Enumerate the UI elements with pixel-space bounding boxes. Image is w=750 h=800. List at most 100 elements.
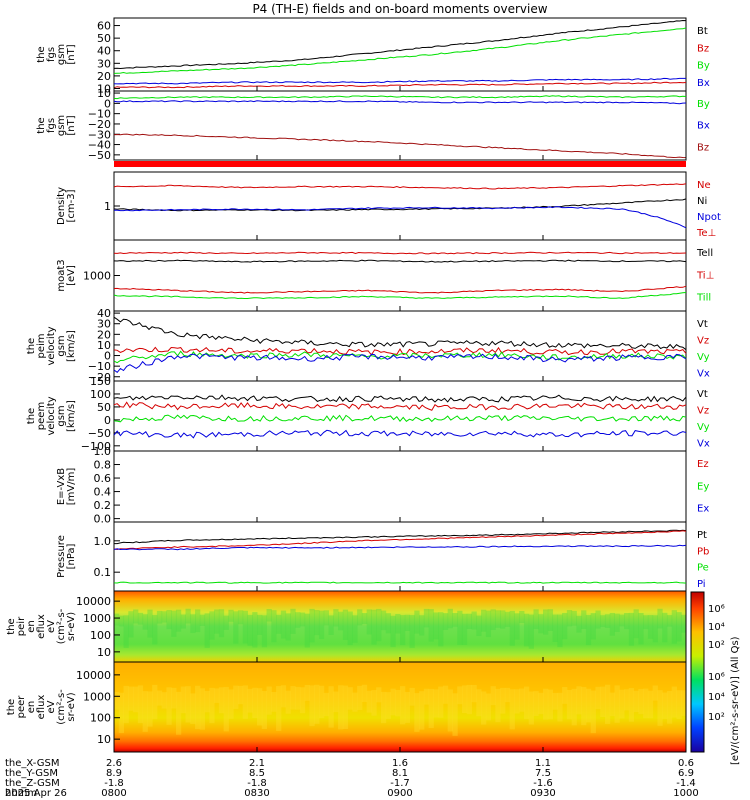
spectrogram-cell (566, 689, 573, 720)
spectrogram-cell (547, 609, 554, 631)
spectrogram-cell (228, 689, 234, 719)
series-line (113, 346, 687, 356)
spectrogram-cell (290, 686, 296, 710)
y-axis-label: the (26, 338, 37, 354)
colorbar-tick: 10⁴ (708, 692, 725, 703)
spectrogram-cell (314, 610, 320, 636)
spectrogram-cell (514, 689, 520, 714)
spectrogram-cell (523, 613, 530, 647)
y-tick-label: 100 (90, 388, 111, 401)
series-line (113, 100, 687, 105)
time-axis-value: -1.8 (104, 778, 124, 789)
spectrogram-cell (471, 611, 477, 630)
spectrogram-cell (395, 614, 401, 634)
series-line (113, 198, 687, 212)
spectrogram-cell (390, 688, 396, 716)
legend-entry: Te⊥ (696, 228, 716, 239)
spectrogram-cell (352, 615, 358, 643)
y-tick-label: 0 (104, 414, 111, 427)
spectrogram-cell (509, 610, 515, 646)
spectrogram-cell (290, 608, 296, 634)
spectrogram-cell (614, 685, 620, 723)
spectrogram-cell (609, 612, 615, 636)
y-axis-label: fgs (46, 47, 57, 62)
y-tick-label: 10 (97, 87, 111, 100)
series-line (113, 285, 687, 294)
spectrogram-cell (414, 610, 420, 634)
spectrogram-cell (571, 688, 577, 726)
spectrogram-cell (504, 687, 511, 703)
legend-entry: Ey (697, 481, 709, 492)
date-label: 2025 Apr 26 (5, 788, 67, 799)
time-axis-value: 0800 (101, 788, 126, 799)
legend-entry: Ne (697, 180, 711, 191)
spectrogram-cell (152, 615, 158, 645)
spectrogram-cell (252, 612, 258, 648)
spectrogram-cell (314, 684, 320, 724)
spectrogram-cell (371, 609, 377, 645)
y-axis-label: eV (46, 700, 57, 713)
series-line (113, 81, 687, 89)
spectrogram-cell (604, 684, 611, 724)
panel-3: 1 Density [cm-3] Ne Ni Npot Te⊥ (56, 171, 721, 241)
time-axis-value: -1.4 (676, 778, 696, 789)
panel-9: 10000 1000 100 10 the peir en eflux eV (cm²-s-sr-… (6, 590, 687, 663)
spectrogram-cell (285, 613, 291, 641)
spectrogram-cell (242, 610, 248, 644)
spectrogram-cell (218, 609, 225, 638)
spectrogram-cell (628, 612, 635, 646)
time-axis-value: 1.1 (535, 758, 551, 769)
spectrogram-cell (562, 686, 568, 704)
spectrogram-cell (299, 612, 306, 627)
spectrogram-cell (543, 609, 549, 635)
spectrogram-cell (280, 685, 287, 708)
spectrogram-cell (156, 690, 163, 706)
spectrogram-cell (452, 693, 458, 736)
y-tick-label: 50 (97, 32, 111, 45)
spectrogram-cell (523, 686, 530, 720)
spectrogram-cell (643, 688, 649, 719)
spectrogram-cell (638, 612, 644, 645)
legend-entry: Till (696, 293, 711, 304)
spectrogram-cell (643, 615, 649, 630)
time-axis-row-label: the_Z-GSM (5, 778, 60, 789)
series-line (113, 350, 687, 364)
series-line (113, 27, 687, 74)
spectrogram-cell (242, 685, 248, 719)
legend-entry: Vy (697, 352, 710, 363)
y-axis-label: E=-VxB (56, 468, 67, 505)
spectrogram-cell (237, 610, 244, 625)
spectrogram-cell (461, 613, 468, 645)
spectrogram-cell (299, 687, 306, 714)
spectrogram-cell (500, 610, 506, 629)
y-axis-label: [km/s] (66, 400, 77, 432)
spectrogram-cell (347, 687, 353, 710)
spectrogram-cell (538, 614, 544, 634)
spectrogram-cell (180, 686, 186, 714)
y-axis-label: gsm (56, 44, 67, 65)
spectrogram-cell (547, 689, 554, 720)
panel-8: 1.0 0.1 Pressure [nPa] Pt Pb Pe Pi (56, 521, 709, 592)
y-tick-label: 30 (97, 57, 111, 70)
spectrogram-cell (376, 687, 382, 703)
y-tick-label: 10 (97, 646, 111, 659)
spectrogram-cell (657, 690, 663, 726)
series-line (113, 251, 687, 255)
spectrogram-cell (585, 688, 592, 723)
spectrogram-cell (576, 686, 582, 715)
spectrogram-cell (662, 612, 668, 643)
spectrogram-cell (676, 612, 682, 642)
colorbar-tick: 10⁶ (708, 604, 725, 615)
y-tick-label: 0.8 (94, 459, 112, 472)
legend-entry: Vx (697, 369, 710, 380)
spectrogram-cell (185, 608, 191, 624)
colorbar: 10⁶ 10⁴ 10² 10⁶ 10⁴ 10² [eV/(cm²-s-sr-eV… (690, 591, 741, 765)
spectrogram-cell (609, 692, 615, 717)
spectrogram-cell (123, 685, 129, 724)
y-tick-label: 40 (97, 307, 111, 320)
time-axis-value: 0930 (530, 788, 555, 799)
spectrogram-cell (566, 610, 573, 627)
